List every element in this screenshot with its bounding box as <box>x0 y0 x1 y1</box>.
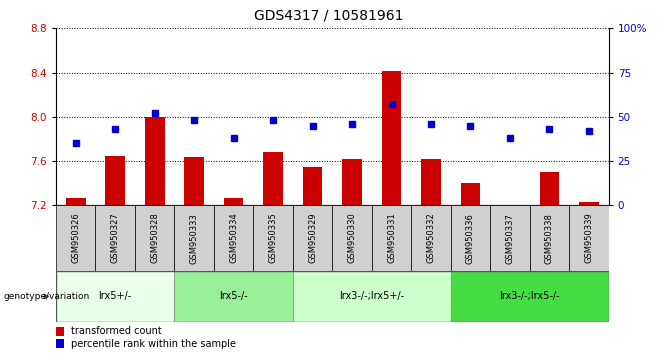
Bar <box>411 205 451 271</box>
Bar <box>66 198 86 205</box>
Bar <box>224 198 243 205</box>
Bar <box>145 117 164 205</box>
Bar <box>253 205 293 271</box>
Text: genotype/variation: genotype/variation <box>3 292 89 301</box>
Bar <box>461 183 480 205</box>
Bar <box>332 205 372 271</box>
Text: percentile rank within the sample: percentile rank within the sample <box>70 338 236 348</box>
Text: GSM950338: GSM950338 <box>545 213 554 263</box>
Text: GSM950334: GSM950334 <box>229 213 238 263</box>
Bar <box>579 202 599 205</box>
Text: lrx3-/-;lrx5+/-: lrx3-/-;lrx5+/- <box>340 291 404 302</box>
Text: GSM950327: GSM950327 <box>111 213 120 263</box>
Text: transformed count: transformed count <box>70 326 161 336</box>
Text: GSM950329: GSM950329 <box>308 213 317 263</box>
Bar <box>56 327 64 336</box>
Bar <box>293 205 332 271</box>
Bar <box>174 205 214 271</box>
Bar <box>56 271 174 322</box>
Bar <box>372 205 411 271</box>
Text: lrx3-/-;lrx5-/-: lrx3-/-;lrx5-/- <box>499 291 560 302</box>
Bar <box>569 205 609 271</box>
Bar <box>135 205 174 271</box>
Bar <box>451 205 490 271</box>
Bar <box>540 172 559 205</box>
Bar <box>105 155 125 205</box>
Text: lrx5-/-: lrx5-/- <box>219 291 248 302</box>
Bar <box>174 271 293 322</box>
Text: GSM950337: GSM950337 <box>505 213 515 263</box>
Bar <box>95 205 135 271</box>
Text: GSM950335: GSM950335 <box>268 213 278 263</box>
Bar <box>451 271 609 322</box>
Text: GDS4317 / 10581961: GDS4317 / 10581961 <box>254 9 404 23</box>
Bar <box>342 159 362 205</box>
Bar <box>263 152 283 205</box>
Bar <box>56 205 95 271</box>
Text: GSM950339: GSM950339 <box>584 213 594 263</box>
Text: lrx5+/-: lrx5+/- <box>99 291 132 302</box>
Bar <box>214 205 253 271</box>
Bar <box>421 159 441 205</box>
Bar <box>382 72 401 205</box>
Bar <box>530 205 569 271</box>
Text: GSM950336: GSM950336 <box>466 213 475 263</box>
Text: GSM950326: GSM950326 <box>71 213 80 263</box>
Bar <box>293 271 451 322</box>
Text: GSM950332: GSM950332 <box>426 213 436 263</box>
Text: GSM950333: GSM950333 <box>190 213 199 263</box>
Text: GSM950330: GSM950330 <box>347 213 357 263</box>
Bar <box>184 157 204 205</box>
Bar <box>303 167 322 205</box>
Bar <box>490 205 530 271</box>
Bar <box>56 339 64 348</box>
Text: GSM950328: GSM950328 <box>150 213 159 263</box>
Text: GSM950331: GSM950331 <box>387 213 396 263</box>
